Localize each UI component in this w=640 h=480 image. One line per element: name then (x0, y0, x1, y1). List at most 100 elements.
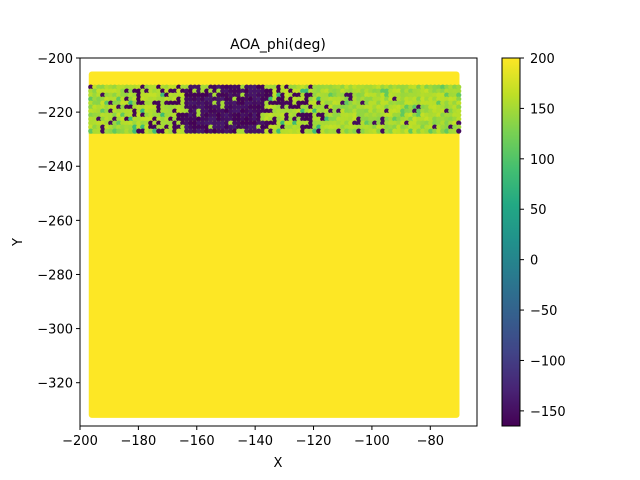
data-point (360, 120, 366, 126)
data-point (148, 128, 154, 134)
data-point (316, 104, 322, 110)
y-tick-label: −300 (37, 323, 73, 338)
data-point (116, 92, 122, 98)
data-point (400, 112, 406, 118)
data-point (276, 92, 282, 98)
data-point (444, 104, 450, 110)
data-point (340, 96, 346, 102)
data-point (272, 128, 278, 134)
data-point (180, 128, 186, 134)
data-point (96, 88, 102, 94)
data-point (436, 128, 442, 134)
data-point (116, 112, 122, 118)
data-point (436, 116, 442, 122)
data-point (368, 124, 374, 130)
data-point (140, 96, 146, 102)
data-point (328, 112, 334, 118)
data-point (160, 88, 166, 94)
data-point (384, 120, 390, 126)
data-point (412, 120, 418, 126)
data-point (392, 84, 398, 90)
data-point (232, 88, 238, 94)
data-point (116, 116, 122, 122)
data-point (180, 116, 186, 122)
data-point (172, 84, 178, 90)
data-point (152, 124, 158, 130)
data-point (396, 88, 402, 94)
data-point (424, 84, 430, 90)
data-point (452, 120, 458, 126)
data-point (88, 84, 94, 90)
data-point (312, 100, 318, 106)
data-point (284, 84, 290, 90)
data-point (308, 88, 314, 94)
data-point (236, 108, 242, 114)
data-point (140, 116, 146, 122)
data-point (228, 92, 234, 98)
data-point (400, 124, 406, 130)
data-point (144, 92, 150, 98)
data-point (240, 88, 246, 94)
data-point (132, 96, 138, 102)
data-point (232, 84, 238, 90)
data-point (152, 92, 158, 98)
data-point (132, 88, 138, 94)
data-point (112, 108, 118, 114)
data-point (248, 112, 254, 118)
data-point (372, 116, 378, 122)
data-point (156, 96, 162, 102)
data-point (432, 88, 438, 94)
data-point (244, 108, 250, 114)
data-point (280, 100, 286, 106)
data-point (292, 112, 298, 118)
data-point (360, 88, 366, 94)
data-point (348, 120, 354, 126)
data-point (208, 124, 214, 130)
data-point (276, 104, 282, 110)
data-point (368, 100, 374, 106)
data-point (300, 120, 306, 126)
data-point (100, 100, 106, 106)
data-point (360, 116, 366, 122)
data-point (400, 96, 406, 102)
data-point (396, 120, 402, 126)
data-point (420, 104, 426, 110)
data-point (88, 88, 94, 94)
data-point (164, 88, 170, 94)
data-point (352, 124, 358, 130)
data-point (324, 88, 330, 94)
data-point (328, 88, 334, 94)
data-point (372, 120, 378, 126)
data-point (220, 124, 226, 130)
data-point (312, 92, 318, 98)
colorbar-tick-label: 150 (530, 102, 555, 117)
data-point (184, 112, 190, 118)
data-point (148, 108, 154, 114)
data-point (268, 96, 274, 102)
data-point (300, 108, 306, 114)
data-point (408, 108, 414, 114)
data-point (248, 104, 254, 110)
data-point (404, 128, 410, 134)
data-point (216, 88, 222, 94)
data-point (448, 116, 454, 122)
data-point (148, 92, 154, 98)
data-point (308, 124, 314, 130)
data-point (336, 84, 342, 90)
data-point (344, 124, 350, 130)
data-point (448, 128, 454, 134)
data-point (216, 100, 222, 106)
data-point (428, 128, 434, 134)
data-point (180, 100, 186, 106)
data-point (292, 116, 298, 122)
data-point (360, 92, 366, 98)
data-point (448, 100, 454, 106)
data-point (104, 112, 110, 118)
data-point (216, 104, 222, 110)
data-point (260, 112, 266, 118)
data-point (180, 104, 186, 110)
data-point (364, 100, 370, 106)
data-point (256, 92, 262, 98)
data-point (304, 88, 310, 94)
data-point (192, 112, 198, 118)
